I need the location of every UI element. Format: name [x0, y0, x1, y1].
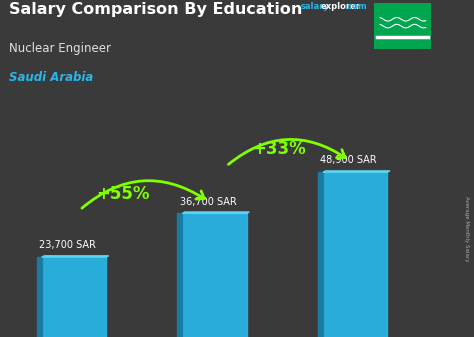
Text: +55%: +55% [96, 185, 150, 203]
Polygon shape [323, 171, 390, 172]
Polygon shape [323, 172, 387, 337]
Polygon shape [42, 257, 106, 337]
Text: +33%: +33% [252, 140, 306, 158]
Polygon shape [318, 172, 323, 337]
Polygon shape [182, 213, 247, 337]
Polygon shape [42, 256, 109, 257]
Polygon shape [36, 257, 42, 337]
Text: Nuclear Engineer: Nuclear Engineer [9, 42, 111, 55]
Text: .com: .com [344, 2, 366, 11]
Text: explorer: explorer [321, 2, 361, 11]
Text: 48,900 SAR: 48,900 SAR [320, 155, 377, 165]
Text: Salary Comparison By Education: Salary Comparison By Education [9, 2, 303, 17]
Polygon shape [182, 212, 249, 213]
Polygon shape [177, 213, 182, 337]
Text: Saudi Arabia: Saudi Arabia [9, 71, 94, 84]
Text: salary: salary [301, 2, 330, 11]
Text: 23,700 SAR: 23,700 SAR [39, 240, 96, 250]
Text: 36,700 SAR: 36,700 SAR [180, 196, 237, 207]
Text: Average Monthly Salary: Average Monthly Salary [465, 196, 469, 262]
